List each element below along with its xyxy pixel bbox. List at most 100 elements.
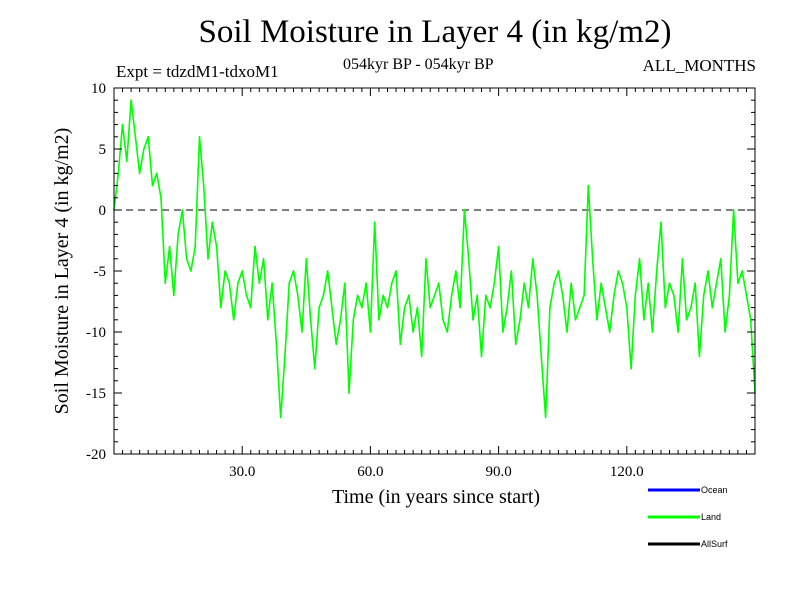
y-tick-label: 0: [99, 203, 107, 219]
data-point: [707, 270, 709, 272]
data-point: [553, 282, 555, 285]
data-point: [395, 270, 397, 272]
data-point: [523, 282, 526, 285]
data-point: [420, 355, 423, 358]
data-point: [480, 355, 483, 358]
data-point: [224, 270, 226, 272]
data-point: [271, 282, 273, 285]
data-point: [732, 209, 735, 211]
data-point: [685, 319, 688, 321]
tick-label-layer: -20 -15 -10 -5 0 5 10 30.0 60.0 90.0 120.0: [86, 81, 644, 480]
x-tick-label: 60.0: [357, 464, 383, 480]
data-point: [258, 282, 261, 285]
data-point: [249, 306, 252, 309]
data-point: [673, 294, 675, 297]
y-tick-label: 5: [99, 142, 107, 158]
data-point: [232, 319, 235, 321]
data-point: [694, 282, 696, 285]
data-point: [185, 258, 188, 260]
data-point: [651, 331, 654, 333]
data-point: [566, 331, 568, 333]
data-point: [241, 270, 243, 272]
data-point: [322, 294, 325, 297]
data-point: [647, 282, 649, 285]
data-point: [536, 294, 538, 297]
y-tick-label: -15: [86, 386, 106, 402]
legend-label-land: Land: [701, 512, 721, 522]
months-label: ALL_MONTHS: [642, 56, 756, 75]
data-point: [155, 172, 158, 175]
data-point: [262, 258, 265, 260]
series-line-land: [113, 99, 756, 419]
data-point: [668, 282, 671, 285]
data-point: [737, 282, 739, 285]
data-point: [613, 294, 615, 297]
data-point: [309, 319, 312, 321]
data-point: [540, 355, 543, 358]
data-point: [681, 258, 684, 260]
data-point: [463, 209, 466, 211]
data-point: [267, 319, 269, 321]
data-point: [335, 343, 338, 346]
plot-frame: [113, 87, 756, 455]
chart-title: Soil Moisture in Layer 4 (in kg/m2): [198, 14, 672, 50]
y-tick-label: -20: [86, 447, 106, 463]
data-point: [198, 136, 201, 138]
data-point: [126, 160, 128, 162]
data-point: [147, 136, 149, 138]
data-point: [591, 258, 594, 260]
data-point: [326, 270, 329, 272]
data-point: [164, 282, 167, 285]
data-point: [510, 270, 513, 272]
data-point: [403, 306, 406, 309]
data-point: [437, 282, 440, 285]
data-point: [168, 245, 171, 248]
data-point: [134, 136, 137, 138]
data-point: [690, 306, 692, 309]
data-point: [626, 306, 628, 309]
data-point: [621, 282, 624, 285]
period-label: 054kyr BP - 054kyr BP: [343, 56, 494, 73]
data-point: [356, 294, 359, 297]
data-point: [450, 294, 453, 297]
data-point: [399, 343, 402, 346]
data-point: [570, 282, 573, 285]
y-tick-label: -10: [86, 325, 106, 341]
data-point: [514, 343, 517, 346]
data-point: [215, 245, 218, 248]
data-point: [497, 245, 500, 248]
data-point: [288, 282, 291, 285]
data-point: [194, 245, 196, 248]
data-point: [190, 270, 192, 272]
y-tick-label: -5: [94, 264, 107, 280]
data-point: [698, 355, 701, 358]
data-point: [608, 331, 611, 333]
data-point: [296, 294, 299, 297]
data-point: [634, 294, 637, 297]
data-point: [600, 282, 602, 285]
data-point: [331, 306, 333, 309]
data-point: [638, 258, 641, 260]
data-point: [382, 294, 385, 297]
legend-label-allsurf: AllSurf: [701, 539, 728, 549]
data-point: [745, 294, 748, 297]
data-point: [429, 306, 432, 309]
data-point: [279, 416, 282, 419]
data-point: [446, 331, 449, 333]
data-point: [284, 355, 286, 358]
data-point: [715, 282, 718, 285]
data-point: [720, 258, 722, 260]
data-point: [578, 306, 581, 309]
data-point: [702, 294, 705, 297]
data-point: [228, 282, 231, 285]
data-point: [211, 221, 214, 223]
data-point: [343, 282, 346, 285]
data-point: [711, 306, 714, 309]
data-point: [254, 245, 256, 248]
data-point: [130, 99, 132, 101]
experiment-label: Expt = tdzdM1-tdxoM1: [116, 62, 279, 81]
data-point: [160, 197, 162, 199]
data-point: [467, 258, 470, 260]
data-point: [724, 331, 726, 333]
data-point: [339, 319, 342, 321]
